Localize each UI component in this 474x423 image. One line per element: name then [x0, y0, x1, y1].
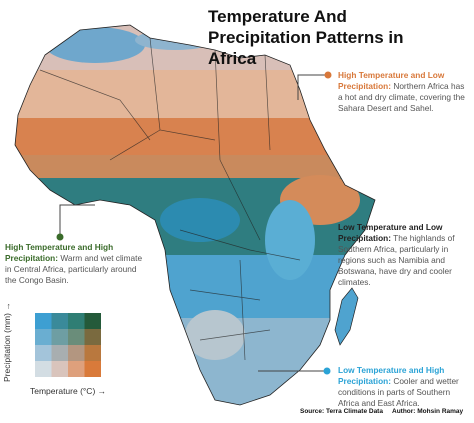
legend-cell	[35, 345, 52, 361]
legend-cell	[68, 345, 85, 361]
legend-cell	[68, 329, 85, 345]
legend-cell	[84, 313, 101, 329]
annotation-text: Cooler and wetter conditions in parts of…	[338, 376, 459, 408]
legend-cell	[68, 313, 85, 329]
bivariate-legend	[35, 313, 101, 377]
legend-cell	[68, 361, 85, 377]
legend-cell	[51, 313, 68, 329]
madagascar	[334, 287, 359, 346]
author: Author: Mohsin Ramay	[392, 408, 464, 415]
title: Temperature And Precipitation Patterns i…	[208, 7, 404, 68]
legend-cell	[84, 361, 101, 377]
legend-x-label: Temperature (°C) →	[30, 386, 107, 396]
legend-y-label: Precipitation (mm) →	[2, 302, 12, 382]
legend-cell	[35, 329, 52, 345]
annotation-text: Northern Africa has a hot and dry climat…	[338, 81, 465, 113]
annotation-heading: Low Temperature and High Precipitation:	[338, 365, 445, 386]
legend-cell	[51, 329, 68, 345]
annotation: High Temperature and Low Precipitation: …	[338, 70, 468, 114]
annotation-text: The highlands of Southern Africa, partic…	[338, 233, 455, 287]
connectors	[56, 71, 332, 375]
annotation: Low Temperature and Low Precipitation: T…	[338, 222, 470, 288]
annotation-heading: Low Temperature and Low Precipitation:	[338, 222, 443, 243]
legend-cell	[51, 345, 68, 361]
legend-cell	[84, 329, 101, 345]
annotation: Low Temperature and High Precipitation: …	[338, 365, 470, 409]
source: Source: Terra Climate Data	[300, 408, 383, 415]
annotation-text: Warm and wet climate in Central Africa, …	[5, 253, 143, 285]
legend-cell	[51, 361, 68, 377]
annotation: High Temperature and High Precipitation:…	[5, 242, 145, 286]
annotation-heading: High Temperature and High Precipitation:	[5, 242, 114, 263]
legend-cell	[35, 313, 52, 329]
legend-cell	[84, 345, 101, 361]
legend-cell	[35, 361, 52, 377]
annotation-heading: High Temperature and Low Precipitation:	[338, 70, 445, 91]
